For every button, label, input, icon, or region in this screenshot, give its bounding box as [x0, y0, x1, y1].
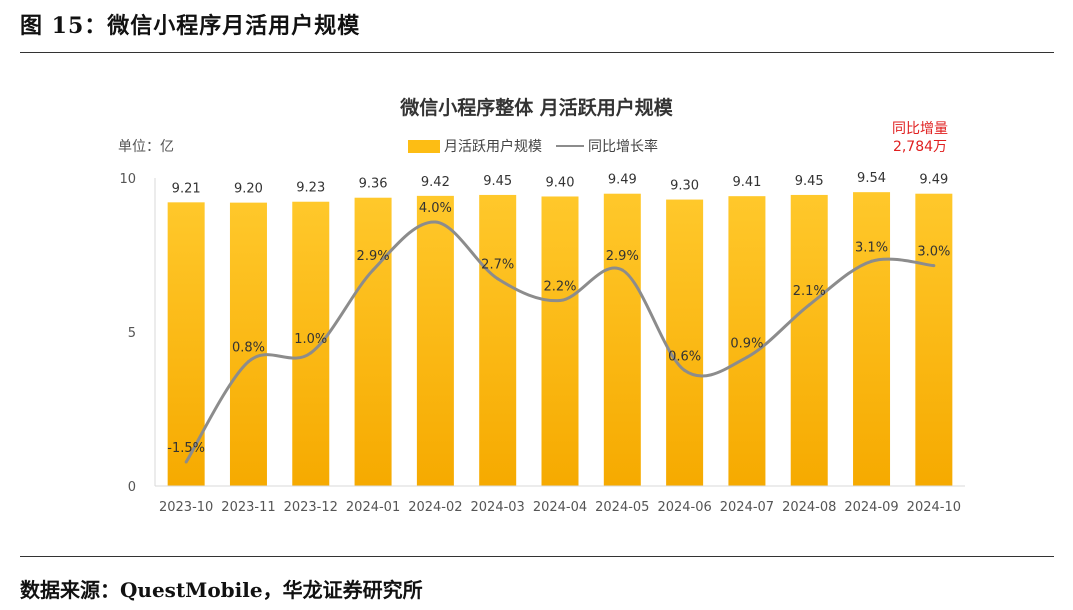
yoy-point	[246, 360, 250, 364]
bar-value-label: 9.21	[172, 181, 201, 196]
yoy-value-label: 2.1%	[793, 284, 826, 299]
yoy-point	[683, 368, 687, 372]
x-tick-label: 2023-10	[159, 500, 213, 515]
bar	[603, 193, 641, 486]
bar-value-label: 9.36	[359, 177, 388, 192]
bar	[541, 196, 579, 487]
yoy-point	[309, 351, 313, 355]
yoy-increment-annotation: 同比增量 2,784万	[880, 120, 960, 156]
x-tick-label: 2024-10	[907, 500, 961, 515]
x-tick-label: 2024-07	[720, 500, 774, 515]
yoy-value-label: -1.5%	[167, 441, 205, 456]
x-tick-label: 2024-03	[471, 500, 525, 515]
x-tick-label: 2023-12	[284, 500, 338, 515]
y-tick-label: 0	[128, 480, 136, 495]
bar	[354, 197, 392, 486]
bar	[229, 202, 267, 486]
bar	[915, 193, 953, 486]
bar-value-label: 9.41	[732, 175, 761, 190]
chart-svg: 0 5 10 9.21 9.20 9.23 9.36 9.42 9.45 9.40 9.49 9.30…	[119, 171, 965, 515]
yoy-value-label: 0.8%	[232, 341, 265, 356]
bar	[416, 195, 454, 486]
bottom-divider	[20, 556, 1054, 557]
yoy-value-label: 2.9%	[606, 249, 639, 264]
unit-label: 单位：亿	[118, 139, 174, 155]
yoy-point	[620, 268, 624, 272]
yoy-value-label: 1.0%	[294, 332, 327, 347]
bar-value-label: 9.49	[608, 173, 637, 188]
bar	[853, 192, 891, 486]
yoy-point	[870, 259, 874, 263]
yoy-point	[371, 268, 375, 272]
yoy-value-label: 0.9%	[730, 336, 763, 351]
legend-line-swatch	[556, 145, 584, 147]
yoy-value-label: 2.9%	[357, 249, 390, 264]
top-divider	[20, 52, 1054, 53]
source-note: 数据来源：QuestMobile，华龙证券研究所	[20, 578, 423, 602]
yoy-value-label: 2.2%	[543, 280, 576, 295]
yoy-value-label: 0.6%	[668, 349, 701, 364]
yoy-point	[184, 460, 188, 464]
bar	[479, 194, 517, 486]
yoy-value-label: 2.7%	[481, 258, 514, 273]
yoy-point	[496, 277, 500, 281]
y-tick-label: 5	[128, 326, 136, 341]
legend-bar-label: 月活跃用户规模	[444, 139, 542, 155]
bar	[666, 199, 704, 486]
bar	[728, 196, 766, 486]
bar-value-label: 9.45	[483, 174, 512, 189]
x-tick-label: 2024-08	[782, 500, 836, 515]
x-tick-label: 2024-05	[595, 500, 649, 515]
yoy-increment-title: 同比增量	[892, 121, 948, 137]
x-tick-label: 2024-01	[346, 500, 400, 515]
bar-value-label: 9.20	[234, 182, 263, 197]
bar-value-label: 9.30	[670, 179, 699, 194]
bar-value-label: 9.49	[919, 173, 948, 188]
yoy-point	[433, 220, 437, 224]
figure-title: 图 15：微信小程序月活用户规模	[20, 13, 361, 39]
bar	[790, 194, 828, 486]
bar-value-label: 9.40	[546, 175, 575, 190]
yoy-increment-value: 2,784万	[892, 139, 948, 155]
legend-bar-swatch	[408, 139, 440, 153]
bar	[292, 201, 330, 486]
yoy-value-label: 3.0%	[917, 245, 950, 260]
legend: 月活跃用户规模 同比增长率	[408, 136, 658, 156]
bar-value-label: 9.23	[296, 181, 325, 196]
yoy-value-label: 3.1%	[855, 240, 888, 255]
legend-line-label: 同比增长率	[588, 139, 658, 155]
bar-value-label: 9.42	[421, 175, 450, 190]
x-tick-label: 2023-11	[221, 500, 275, 515]
yoy-value-label: 4.0%	[419, 201, 452, 216]
yoy-point	[745, 355, 749, 359]
y-tick-label: 10	[119, 172, 136, 187]
yoy-point	[558, 299, 562, 303]
x-tick-label: 2024-06	[657, 500, 711, 515]
yoy-point	[807, 303, 811, 307]
x-tick-label: 2024-02	[408, 500, 462, 515]
x-tick-label: 2024-09	[844, 500, 898, 515]
chart-title: 微信小程序整体 月活跃用户规模	[400, 97, 673, 119]
bar-value-label: 9.45	[795, 174, 824, 189]
yoy-point	[932, 264, 936, 268]
bar-value-label: 9.54	[857, 171, 886, 186]
x-tick-label: 2024-04	[533, 500, 587, 515]
